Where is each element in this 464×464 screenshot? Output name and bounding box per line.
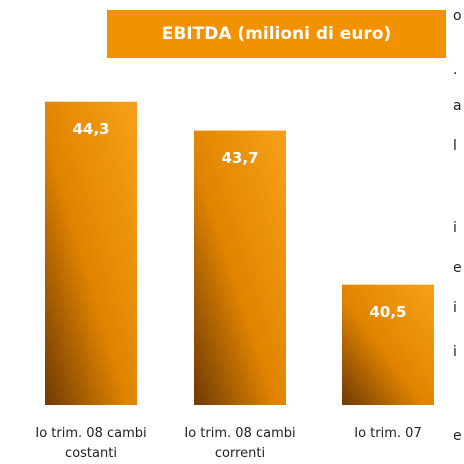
- value-label: 44,3: [72, 120, 109, 138]
- bar: [342, 284, 434, 405]
- side-text: l: [453, 138, 457, 154]
- side-text: e: [453, 428, 462, 444]
- x-tick-label: Io trim. 07: [354, 426, 422, 441]
- value-label: 40,5: [369, 303, 406, 321]
- side-text: i: [453, 344, 457, 360]
- side-text: o: [453, 8, 462, 24]
- chart-title: EBITDA (milioni di euro): [107, 10, 446, 58]
- side-text: i: [453, 300, 457, 316]
- bar: [45, 101, 137, 405]
- value-label: 43,7: [221, 149, 258, 167]
- side-text: a: [453, 98, 462, 114]
- x-tick-label: Io trim. 08 cambi costanti: [35, 426, 147, 461]
- side-text: .: [453, 62, 458, 78]
- side-text: e: [453, 260, 462, 276]
- side-text: i: [453, 220, 457, 236]
- x-tick-label: Io trim. 08 cambi correnti: [184, 426, 296, 461]
- bar: [194, 130, 286, 406]
